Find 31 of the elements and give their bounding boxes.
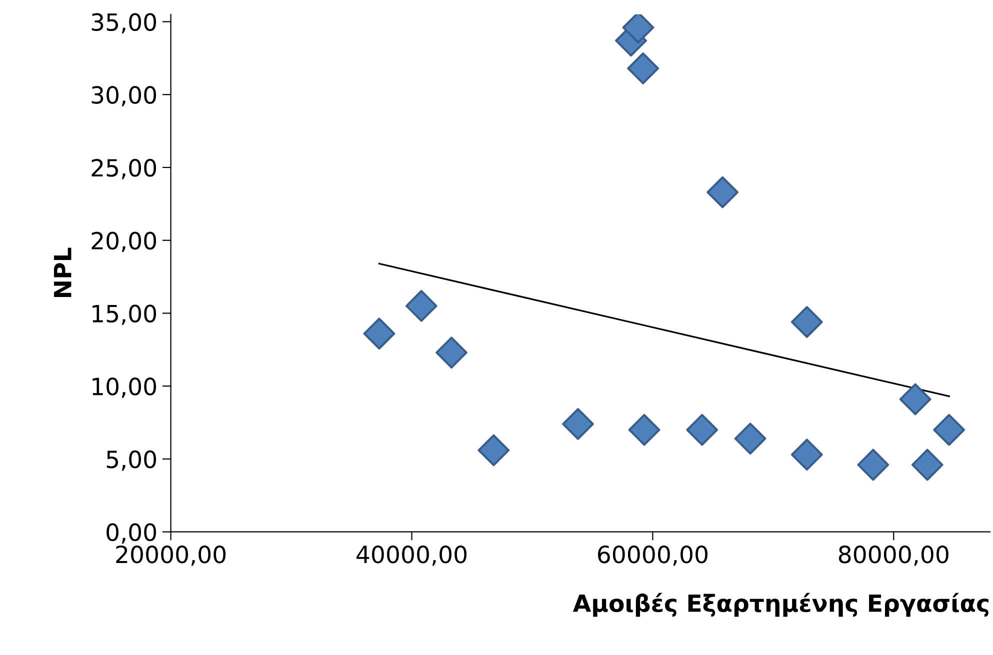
x-tick-label: 40000,00 bbox=[356, 545, 467, 566]
point bbox=[627, 52, 659, 84]
point bbox=[899, 383, 932, 416]
point bbox=[405, 290, 438, 322]
point bbox=[562, 408, 594, 440]
x-tick-label: 80000,00 bbox=[838, 545, 948, 566]
point bbox=[734, 422, 766, 455]
x-tick-label: 20000,00 bbox=[116, 545, 226, 566]
x-axis-title: Αμοιβές Εξαρτημένης Εργασίας bbox=[572, 592, 988, 617]
y-tick-label: 20,00 bbox=[92, 232, 156, 252]
point bbox=[790, 438, 823, 471]
point bbox=[622, 14, 654, 44]
point bbox=[478, 434, 510, 466]
y-tick-label: 15,00 bbox=[92, 304, 156, 325]
y-tick-label: 5,00 bbox=[106, 450, 156, 471]
point bbox=[933, 414, 965, 446]
y-axis-title: NPL bbox=[54, 248, 72, 298]
y-tick-label: 0,00 bbox=[106, 523, 156, 544]
x-tick-label: 60000,00 bbox=[598, 545, 708, 566]
point bbox=[436, 336, 468, 369]
y-tick-label: 35,00 bbox=[92, 13, 156, 34]
point bbox=[686, 414, 718, 446]
y-tick-label: 30,00 bbox=[92, 86, 156, 106]
point bbox=[706, 176, 739, 208]
point bbox=[363, 318, 396, 350]
point bbox=[790, 306, 823, 338]
point bbox=[911, 448, 944, 481]
y-tick-label: 10,00 bbox=[92, 378, 156, 398]
point bbox=[857, 448, 890, 481]
point bbox=[628, 414, 660, 446]
y-tick-label: 25,00 bbox=[92, 158, 156, 180]
